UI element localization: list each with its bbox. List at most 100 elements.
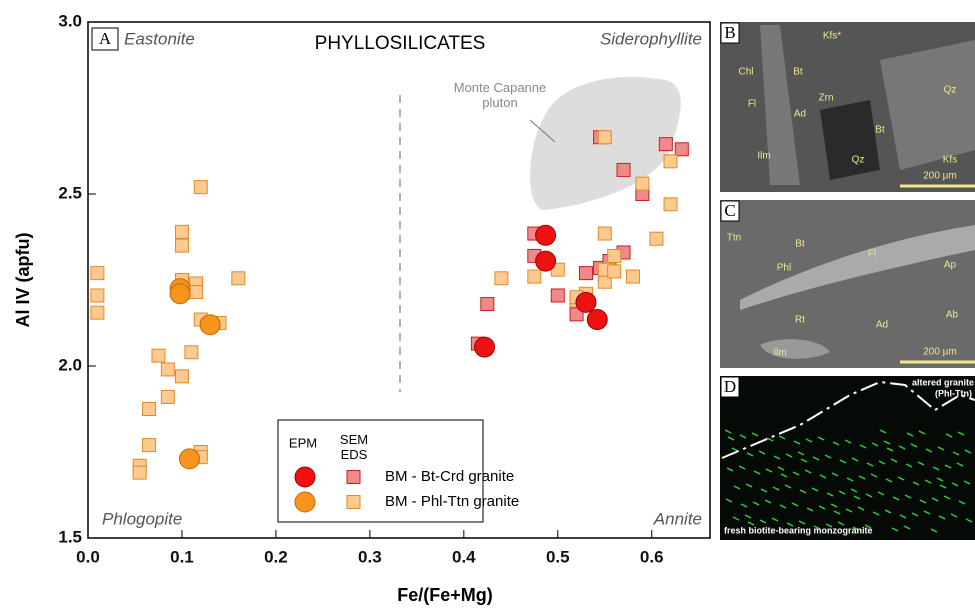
texture (865, 493, 873, 498)
note: (Phl-Ttn) (935, 388, 972, 398)
texture (853, 495, 861, 500)
point (90, 266, 105, 281)
texture (760, 488, 768, 493)
mineral-label: Qz (944, 85, 957, 96)
mineral-label: Ad (876, 320, 888, 331)
texture (791, 502, 799, 507)
point (151, 348, 166, 363)
note: altered granite (912, 377, 974, 387)
texture (804, 469, 812, 474)
panel-box (720, 200, 740, 222)
texture (746, 452, 754, 457)
mineral-label: Ap (944, 260, 957, 271)
panel-label: A (99, 29, 112, 48)
point (616, 162, 631, 177)
texture (832, 441, 840, 446)
texture (852, 526, 860, 531)
texture (931, 497, 939, 502)
texture (760, 25, 975, 185)
x-tick-label: 0.2 (264, 547, 288, 566)
point (569, 307, 584, 322)
plot-frame (87, 21, 711, 539)
texture (859, 444, 867, 449)
texture (727, 436, 735, 441)
texture (839, 459, 847, 464)
point (132, 465, 147, 480)
texture (731, 447, 739, 452)
mineral-label: Fl (868, 249, 876, 260)
texture (830, 503, 838, 508)
texture (752, 501, 760, 506)
texture (744, 514, 752, 519)
texture (871, 442, 879, 447)
texture (747, 521, 755, 526)
texture (898, 445, 906, 450)
scale-label: 200 µm (923, 347, 957, 358)
point (663, 197, 678, 212)
texture (957, 431, 965, 436)
y-tick-label: 3.0 (58, 11, 82, 30)
texture (833, 510, 841, 515)
texture (919, 499, 927, 504)
texture (937, 446, 945, 451)
texture (779, 504, 787, 509)
texture (721, 380, 975, 459)
texture (805, 438, 813, 443)
texture (885, 478, 893, 483)
texture (745, 483, 753, 488)
mineral-label: Chl (738, 67, 753, 78)
pluton-label-box: Monte Capanne pluton (454, 80, 547, 110)
y-tick-label: 2.5 (58, 183, 82, 202)
texture (812, 456, 820, 461)
texture (892, 496, 900, 501)
texture (877, 491, 885, 496)
y-axis-label: Al IV (apfu) (13, 233, 33, 328)
texture (936, 477, 944, 482)
point (625, 269, 640, 284)
texture (760, 339, 830, 359)
point (674, 142, 689, 157)
texture (740, 503, 748, 508)
x-axis-label: Fe/(Fe+Mg) (397, 585, 493, 605)
texture (872, 511, 880, 516)
point (90, 288, 105, 303)
texture (740, 225, 975, 310)
legend-label: BM - Bt-Crd granite (385, 468, 514, 485)
texture (837, 521, 845, 526)
point (174, 238, 189, 253)
texture (844, 439, 852, 444)
texture (944, 464, 952, 469)
micrograph (720, 376, 975, 540)
texture (759, 519, 767, 524)
legend-swatch (346, 495, 361, 509)
texture (899, 514, 907, 519)
texture (826, 492, 834, 497)
texture (938, 515, 946, 520)
texture (958, 500, 966, 505)
corner-label: Siderophyllite (600, 29, 702, 48)
texture (866, 462, 874, 467)
texture (950, 513, 958, 518)
texture (818, 505, 826, 510)
legend-header: SEM EDS (339, 432, 369, 462)
point (607, 248, 622, 263)
texture (939, 484, 947, 489)
texture (964, 449, 972, 454)
texture (772, 486, 780, 491)
pluton-pointer (529, 119, 556, 143)
mineral-label: Bt (795, 239, 805, 250)
texture (965, 518, 973, 523)
texture (820, 100, 880, 180)
texture (903, 525, 911, 530)
texture (923, 510, 931, 515)
texture (806, 507, 814, 512)
texture (963, 480, 971, 485)
x-tick-label: 0.0 (76, 547, 100, 566)
mineral-label: Qz (852, 155, 865, 166)
texture (904, 494, 912, 499)
texture (884, 509, 892, 514)
texture (785, 453, 793, 458)
texture (890, 458, 898, 463)
texture (845, 508, 853, 513)
